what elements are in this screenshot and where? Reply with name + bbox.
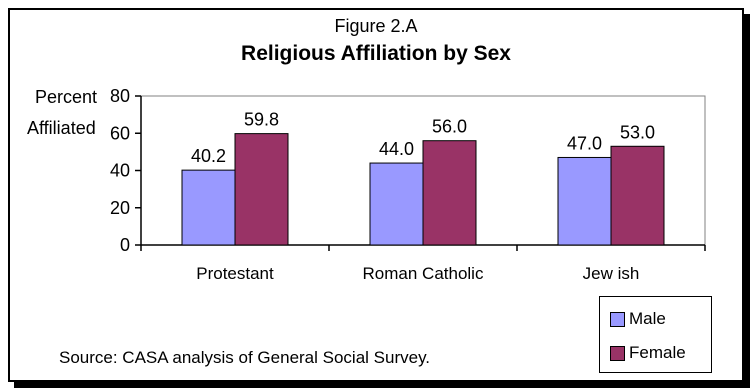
y-tick-label: 40 (110, 161, 130, 181)
legend-item-female: Female (610, 343, 686, 363)
legend-label-male: Male (629, 309, 666, 329)
y-tick-label: 0 (120, 235, 130, 255)
y-tick-label: 20 (110, 198, 130, 218)
x-category-label: Protestant (196, 264, 274, 283)
bar-female (423, 141, 476, 245)
bar-female (611, 146, 664, 245)
y-tick-label: 60 (110, 123, 130, 143)
data-label: 44.0 (379, 139, 414, 159)
bar-female (235, 134, 288, 245)
data-label: 59.8 (244, 110, 279, 130)
data-label: 56.0 (432, 117, 467, 137)
x-category-label: Jew ish (583, 264, 640, 283)
legend: Male Female (599, 296, 712, 373)
legend-label-female: Female (629, 343, 686, 363)
data-label: 53.0 (620, 122, 655, 142)
bar-male (370, 163, 423, 245)
x-category-label: Roman Catholic (363, 264, 484, 283)
source-note: Source: CASA analysis of General Social … (59, 348, 430, 368)
data-label: 47.0 (567, 133, 602, 153)
legend-item-male: Male (610, 309, 666, 329)
legend-swatch-male (610, 312, 625, 327)
bar-male (558, 157, 611, 245)
y-tick-label: 80 (110, 86, 130, 106)
data-label: 40.2 (191, 146, 226, 166)
bar-male (182, 170, 235, 245)
legend-swatch-female (610, 346, 625, 361)
